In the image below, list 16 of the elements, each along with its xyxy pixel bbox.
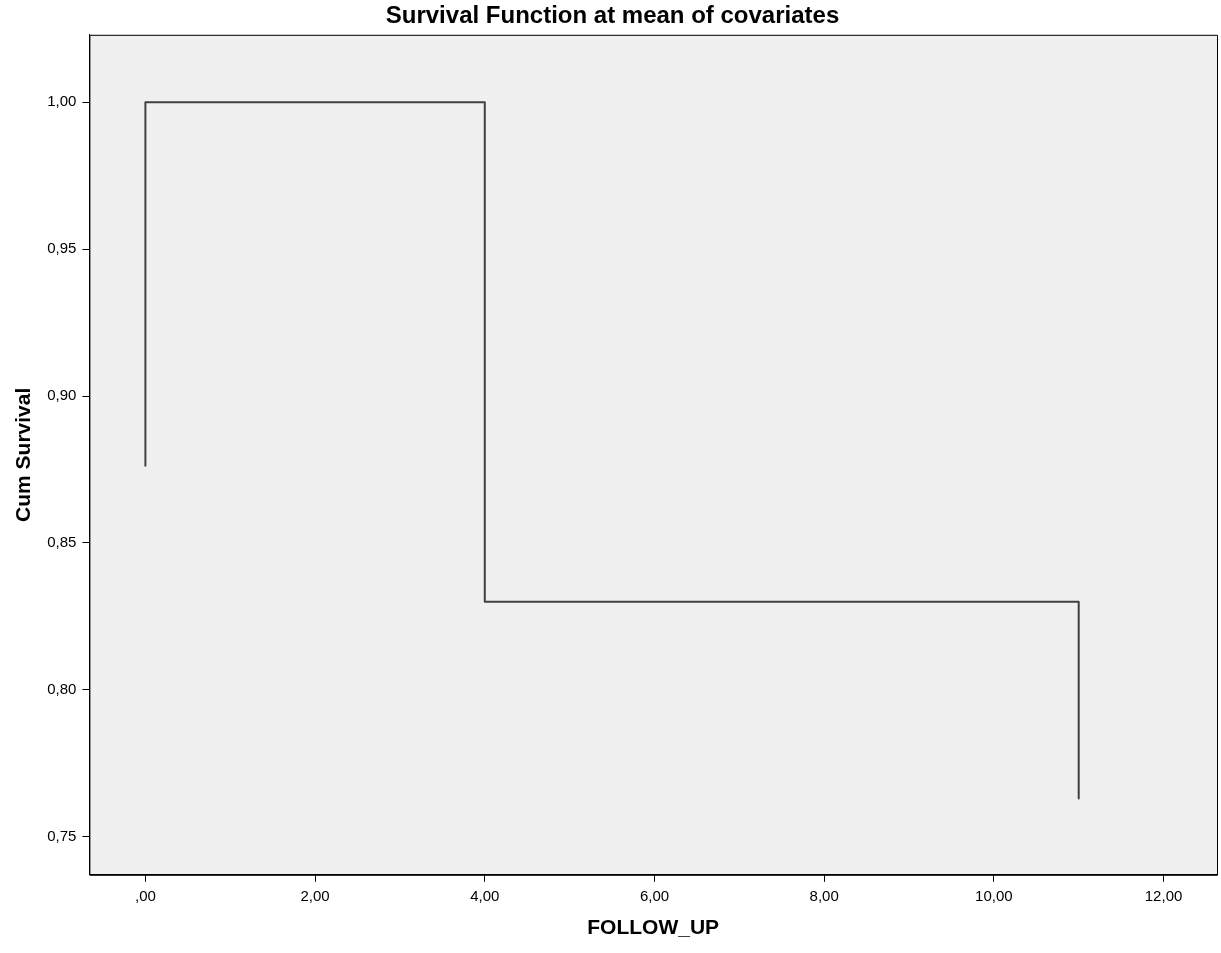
x-tick-label: ,00 xyxy=(134,886,156,904)
y-tick-label: 0,80 xyxy=(47,679,77,697)
y-tick-label: 0,95 xyxy=(47,239,77,257)
y-tick-label: 1,00 xyxy=(47,92,77,110)
x-tick-label: 4,00 xyxy=(470,886,500,904)
chart-title: Survival Function at mean of covariates xyxy=(385,1,840,29)
y-tick-label: 0,75 xyxy=(47,826,77,844)
x-tick-label: 2,00 xyxy=(300,886,330,904)
x-tick-label: 8,00 xyxy=(809,886,839,904)
x-tick-label: 6,00 xyxy=(639,886,670,904)
y-tick-label: 0,90 xyxy=(47,386,77,404)
x-axis-title: FOLLOW_UP xyxy=(587,915,720,939)
x-tick-label: 12,00 xyxy=(1144,886,1183,904)
x-tick-label: 10,00 xyxy=(975,886,1013,904)
y-axis-title: Cum Survival xyxy=(11,387,35,522)
y-tick-label: 0,85 xyxy=(47,533,77,551)
